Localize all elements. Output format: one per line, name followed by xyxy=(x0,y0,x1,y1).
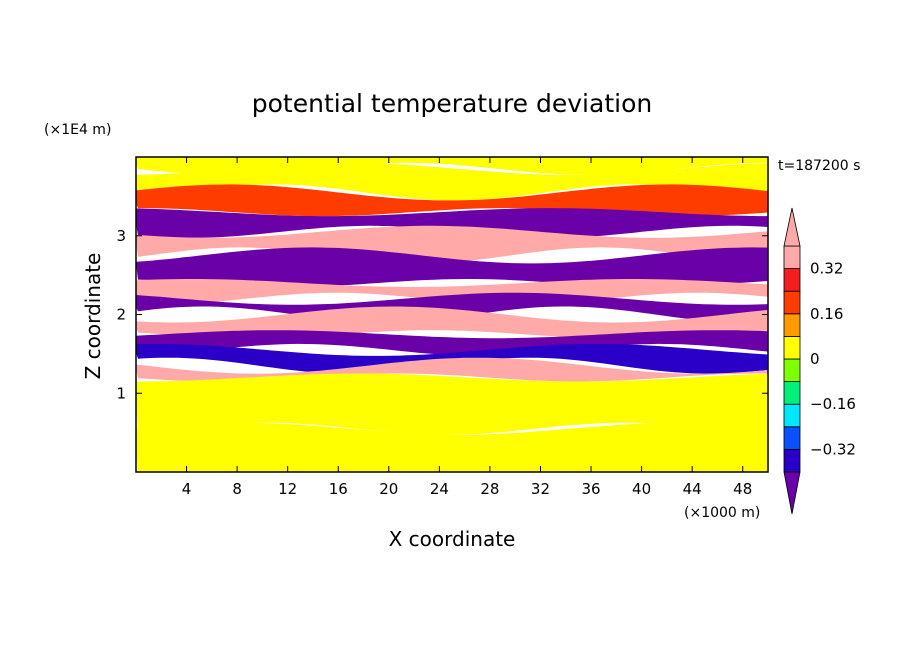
y-tick-label: 3 xyxy=(116,227,126,245)
colorbar-label: 0 xyxy=(810,350,820,368)
x-axis-ticks: 4 8 12 16 20 24 28 32 36 40 44 48 xyxy=(182,157,752,498)
colorbar-label: −0.16 xyxy=(810,395,856,413)
colorbar-segment xyxy=(783,245,801,270)
contour-band xyxy=(136,292,768,323)
colorbar-segment xyxy=(783,268,801,292)
time-label: t=187200 s xyxy=(778,158,860,174)
x-tick-label: 28 xyxy=(480,480,499,498)
contour-band xyxy=(136,306,768,339)
colorbar-segment xyxy=(783,335,801,360)
x-tick-label: 24 xyxy=(430,480,449,498)
x-tick-label: 4 xyxy=(182,480,192,498)
y-tick-label: 1 xyxy=(116,384,126,402)
x-axis-unit: (×1000 m) xyxy=(684,505,760,521)
colorbar-segment xyxy=(783,358,801,383)
colorbar-segment xyxy=(783,448,801,473)
colorbar-label: −0.32 xyxy=(810,440,856,458)
x-axis-label: X coordinate xyxy=(389,527,516,551)
contour-band xyxy=(136,422,768,472)
colorbar-segment xyxy=(783,290,801,315)
contour-band xyxy=(136,184,768,217)
x-tick-label: 8 xyxy=(232,480,242,498)
colorbar-upper-triangle xyxy=(783,207,801,247)
contour-band xyxy=(136,247,768,287)
y-axis-unit: (×1E4 m) xyxy=(44,122,111,138)
y-axis-ticks: 1 2 3 xyxy=(116,227,768,402)
x-tick-label: 40 xyxy=(632,480,651,498)
contour-band xyxy=(136,373,768,435)
x-tick-label: 20 xyxy=(379,480,398,498)
chart-title: potential temperature deviation xyxy=(252,89,652,118)
colorbar-label: 0.16 xyxy=(810,305,843,323)
x-tick-label: 48 xyxy=(733,480,752,498)
colorbar: 0.32 0.16 0 −0.16 −0.32 xyxy=(783,207,856,515)
colorbar-segment xyxy=(783,403,801,428)
contour-band xyxy=(136,162,768,201)
x-tick-label: 36 xyxy=(581,480,600,498)
contour-band xyxy=(136,225,768,264)
colorbar-segment xyxy=(783,426,801,450)
x-tick-label: 44 xyxy=(683,480,702,498)
y-tick-label: 2 xyxy=(116,306,126,324)
colorbar-lower-triangle xyxy=(783,471,801,515)
x-tick-label: 16 xyxy=(329,480,348,498)
x-tick-label: 32 xyxy=(531,480,550,498)
contour-band xyxy=(136,330,768,356)
contour-band xyxy=(136,208,768,238)
colorbar-segment xyxy=(783,381,801,405)
colorbar-label: 0.32 xyxy=(810,260,843,278)
y-axis-label: Z coordinate xyxy=(81,253,105,380)
plot-area xyxy=(136,157,768,472)
x-tick-label: 12 xyxy=(278,480,297,498)
colorbar-segment xyxy=(783,313,801,337)
